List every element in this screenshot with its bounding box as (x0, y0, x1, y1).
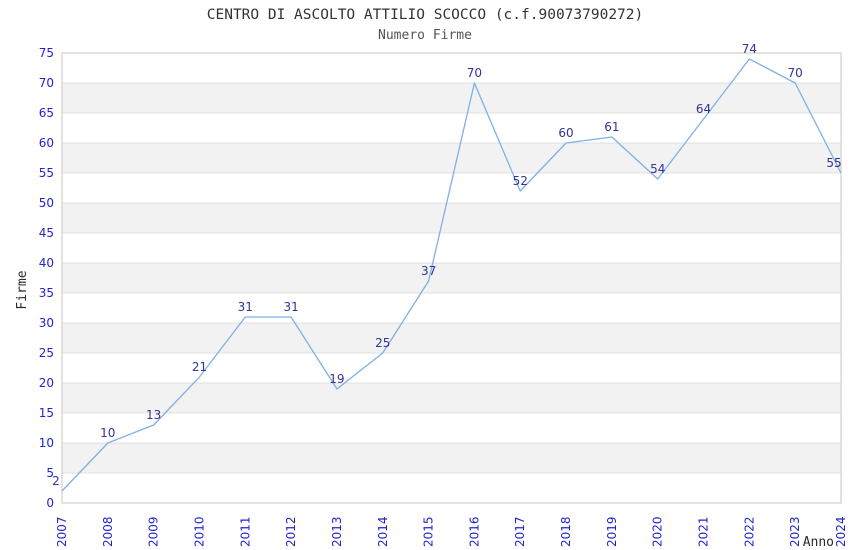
point-value-label: 54 (650, 162, 665, 176)
point-value-label: 25 (375, 336, 390, 350)
x-tick-label: 2010 (192, 516, 206, 547)
point-value-label: 61 (604, 120, 619, 134)
y-axis-title: Firme (15, 270, 30, 309)
x-tick-label: 2017 (513, 516, 527, 547)
point-value-label: 31 (283, 300, 298, 314)
y-tick-label: 25 (39, 346, 54, 360)
series-line (61, 58, 842, 492)
point-value-label: 21 (192, 360, 207, 374)
y-tick-label: 20 (39, 376, 54, 390)
grid-band (62, 263, 841, 293)
x-tick-label: 2022 (742, 516, 756, 547)
y-tick-label: 5 (46, 466, 54, 480)
point-value-label: 70 (788, 66, 803, 80)
y-tick-label: 45 (39, 226, 54, 240)
point-value-label: 52 (513, 174, 528, 188)
x-tick-label: 2013 (330, 516, 344, 547)
x-tick-label: 2007 (55, 516, 69, 547)
grid-band (62, 203, 841, 233)
grid-band (62, 83, 841, 113)
y-tick-label: 60 (39, 136, 54, 150)
point-value-label: 64 (696, 102, 711, 116)
y-tick-label: 10 (39, 436, 54, 450)
x-tick-label: 2018 (559, 516, 573, 547)
y-tick-label: 35 (39, 286, 54, 300)
y-tick-label: 15 (39, 406, 54, 420)
x-tick-label: 2020 (651, 516, 665, 547)
chart-title: CENTRO DI ASCOLTO ATTILIO SCOCCO (c.f.90… (207, 7, 644, 23)
grid-band (62, 323, 841, 353)
grid-band (62, 143, 841, 173)
x-tick-label: 2011 (238, 516, 252, 547)
point-value-label: 10 (100, 426, 115, 440)
point-value-label: 2 (52, 474, 60, 488)
x-tick-label: 2009 (147, 516, 161, 547)
y-tick-label: 0 (46, 496, 54, 510)
x-tick-label: 2016 (467, 516, 481, 547)
x-tick-label: 2023 (788, 516, 802, 547)
y-tick-label: 70 (39, 76, 54, 90)
x-axis-title: Anno (803, 535, 834, 550)
grid-band (62, 383, 841, 413)
x-tick-label: 2021 (697, 516, 711, 547)
point-value-label: 37 (421, 264, 436, 278)
x-tick-label: 2019 (605, 516, 619, 547)
y-tick-label: 55 (39, 166, 54, 180)
point-value-label: 74 (742, 42, 757, 56)
y-tick-label: 40 (39, 256, 54, 270)
x-tick-label: 2024 (834, 516, 848, 547)
point-value-label: 31 (238, 300, 253, 314)
x-tick-label: 2008 (101, 516, 115, 547)
plot-border (61, 52, 842, 504)
point-value-label: 19 (329, 372, 344, 386)
grid-band (62, 443, 841, 473)
x-tick-label: 2014 (376, 516, 390, 547)
chart-subtitle: Numero Firme (378, 28, 472, 43)
plot-area: 0 5 10 15 20 25 30 35 40 45 50 55 60 65 70 75 2007 2008 20… (39, 42, 848, 547)
x-tick-label: 2012 (284, 516, 298, 547)
point-value-label: 13 (146, 408, 161, 422)
x-tick-label: 2015 (422, 516, 436, 547)
point-value-label: 60 (558, 126, 573, 140)
y-tick-label: 75 (39, 46, 54, 60)
point-value-label: 55 (826, 156, 841, 170)
y-tick-label: 65 (39, 106, 54, 120)
point-value-label: 70 (467, 66, 482, 80)
y-tick-label: 30 (39, 316, 54, 330)
y-tick-label: 50 (39, 196, 54, 210)
